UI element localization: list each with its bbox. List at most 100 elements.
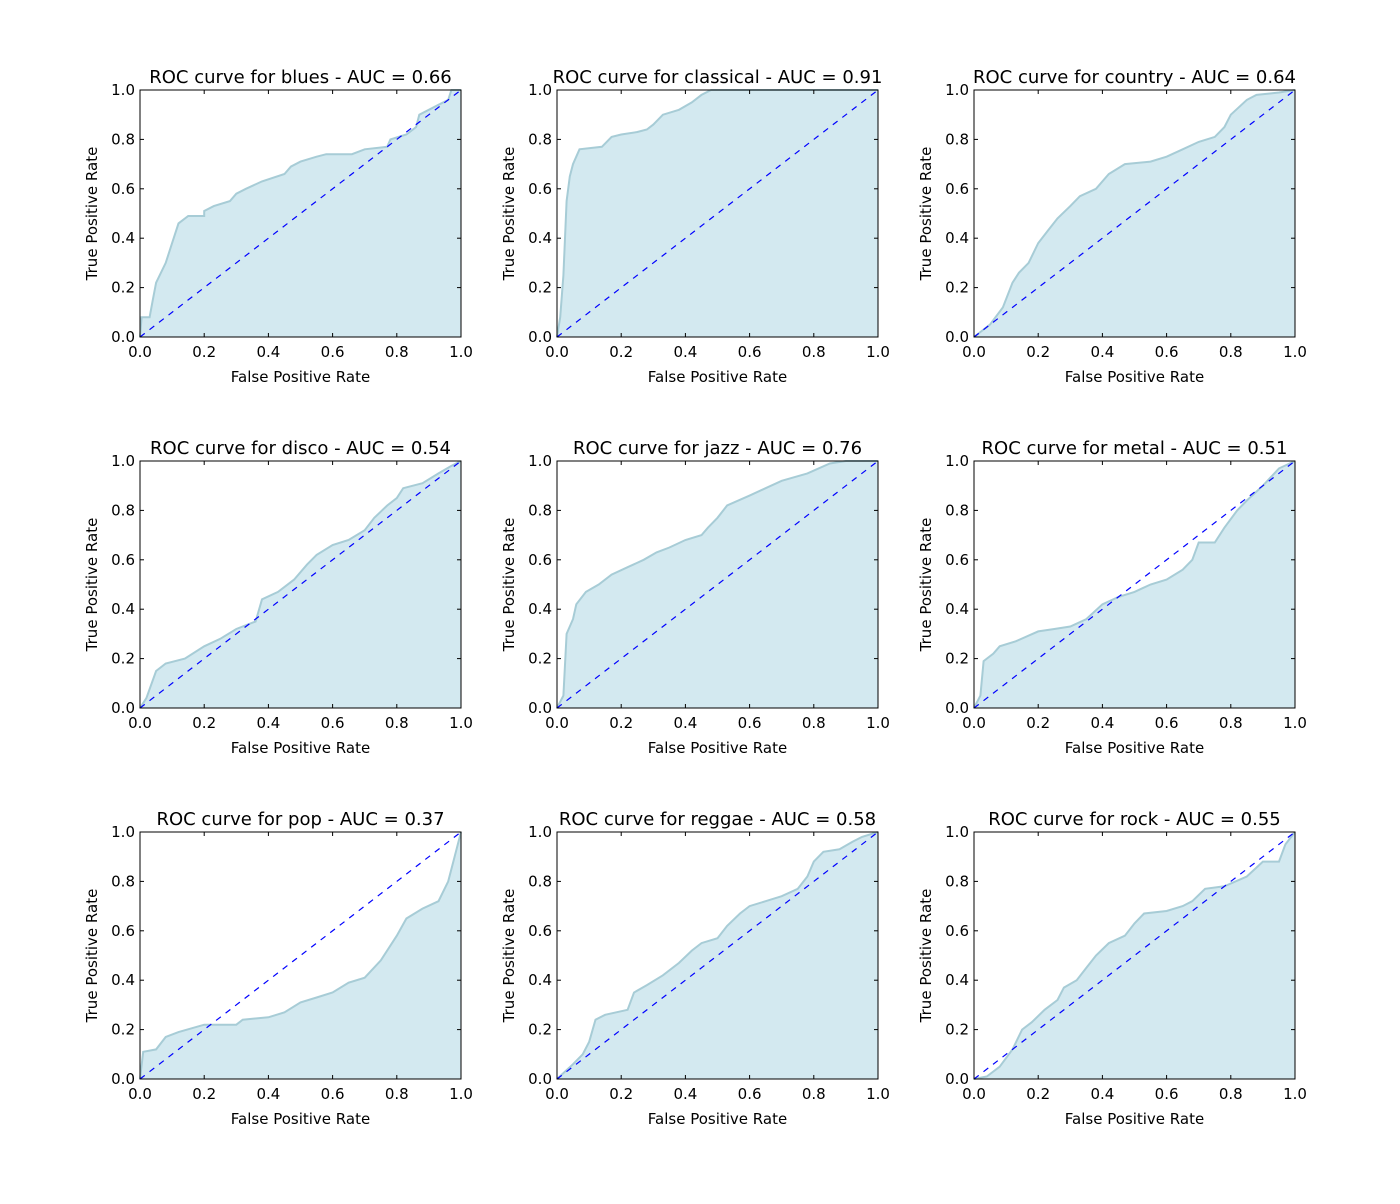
- y-axis-label: True Positive Rate: [500, 889, 518, 1024]
- x-tick-label: 0.2: [1026, 1085, 1050, 1103]
- y-tick-label: 0.2: [528, 279, 552, 297]
- y-tick-label: 0.2: [528, 1021, 552, 1039]
- x-tick-label: 0.8: [385, 1085, 409, 1103]
- axes-frame: [139, 831, 462, 1080]
- x-axis-label: False Positive Rate: [231, 739, 370, 757]
- y-tick-label: 0.0: [528, 1070, 552, 1088]
- x-axis-label: False Positive Rate: [1065, 739, 1204, 757]
- y-tick-label: 1.0: [111, 81, 135, 99]
- y-axis-label: True Positive Rate: [83, 518, 101, 653]
- x-tick-label: 1.0: [866, 1085, 890, 1103]
- roc-subplot: 0.0 0.2 0.4 0.6 0.8 1.0 0.0 0.2 0.4 0.6 0.8 1.0 ROC …: [83, 438, 473, 757]
- x-tick-label: 0.2: [192, 1085, 216, 1103]
- y-tick-label: 0.8: [111, 130, 135, 148]
- axes-frame: [973, 831, 1296, 1080]
- chance-diagonal-line: [139, 831, 462, 1080]
- chance-diagonal-line: [973, 460, 1296, 709]
- x-tick-label: 1.0: [449, 343, 473, 361]
- subplot-title: ROC curve for reggae - AUC = 0.58: [559, 809, 876, 830]
- x-tick-label: 1.0: [1283, 1085, 1307, 1103]
- x-tick-label: 0.0: [128, 343, 152, 361]
- x-tick-label: 0.6: [321, 1085, 345, 1103]
- roc-subplot: 0.0 0.2 0.4 0.6 0.8 1.0 0.0 0.2 0.4 0.6 0.8 1.0 ROC …: [917, 809, 1307, 1128]
- y-tick-label: 0.0: [111, 328, 135, 346]
- x-tick-label: 0.2: [192, 714, 216, 732]
- y-tick-label: 0.4: [945, 600, 969, 618]
- roc-curve-line: [139, 89, 461, 338]
- y-tick-label: 0.0: [528, 328, 552, 346]
- y-tick-label: 0.4: [945, 971, 969, 989]
- y-tick-label: 0.2: [528, 650, 552, 668]
- subplot-title: ROC curve for metal - AUC = 0.51: [982, 438, 1288, 459]
- y-tick-label: 0.8: [528, 501, 552, 519]
- x-tick-label: 0.4: [256, 1085, 280, 1103]
- x-tick-label: 0.0: [962, 1085, 986, 1103]
- y-tick-label: 0.4: [528, 229, 552, 247]
- x-tick-label: 0.6: [738, 1085, 762, 1103]
- x-tick-label: 0.8: [385, 343, 409, 361]
- axes-frame: [556, 460, 879, 709]
- y-axis-label: True Positive Rate: [500, 147, 518, 282]
- x-tick-label: 0.0: [128, 1085, 152, 1103]
- y-tick-label: 0.0: [111, 1070, 135, 1088]
- x-tick-label: 0.2: [609, 714, 633, 732]
- y-tick-label: 0.2: [945, 1021, 969, 1039]
- y-tick-label: 0.2: [945, 279, 969, 297]
- x-tick-label: 0.2: [1026, 343, 1050, 361]
- x-tick-label: 0.0: [545, 1085, 569, 1103]
- y-tick-label: 0.6: [528, 922, 552, 940]
- axes-frame: [139, 89, 462, 338]
- subplot-title: ROC curve for disco - AUC = 0.54: [150, 438, 451, 459]
- y-tick-label: 0.0: [945, 1070, 969, 1088]
- y-tick-label: 0.4: [528, 971, 552, 989]
- y-tick-label: 0.0: [528, 699, 552, 717]
- x-tick-label: 0.6: [1155, 1085, 1179, 1103]
- x-tick-label: 1.0: [866, 343, 890, 361]
- roc-curve-line: [556, 89, 878, 338]
- y-tick-label: 0.8: [111, 872, 135, 890]
- y-tick-label: 1.0: [945, 81, 969, 99]
- axes-frame: [139, 460, 462, 709]
- y-tick-label: 0.8: [528, 872, 552, 890]
- x-tick-label: 0.6: [1155, 343, 1179, 361]
- x-tick-label: 0.8: [802, 714, 826, 732]
- y-tick-label: 0.4: [111, 229, 135, 247]
- axes-frame: [973, 460, 1296, 709]
- subplot-title: ROC curve for country - AUC = 0.64: [973, 67, 1296, 88]
- x-tick-label: 0.2: [192, 343, 216, 361]
- subplot-title: ROC curve for classical - AUC = 0.91: [553, 67, 883, 88]
- subplot-title: ROC curve for pop - AUC = 0.37: [156, 809, 444, 830]
- roc-subplot: 0.0 0.2 0.4 0.6 0.8 1.0 0.0 0.2 0.4 0.6 0.8 1.0 ROC …: [500, 809, 890, 1128]
- x-tick-label: 0.2: [609, 343, 633, 361]
- x-tick-label: 0.0: [545, 714, 569, 732]
- y-tick-label: 1.0: [528, 823, 552, 841]
- axes-frame: [973, 89, 1296, 338]
- x-tick-label: 0.8: [1219, 1085, 1243, 1103]
- y-tick-label: 0.4: [111, 600, 135, 618]
- y-tick-label: 0.6: [528, 180, 552, 198]
- x-tick-label: 0.4: [673, 714, 697, 732]
- chance-diagonal-line: [556, 831, 879, 1080]
- chance-diagonal-line: [973, 89, 1296, 338]
- roc-subplot: 0.0 0.2 0.4 0.6 0.8 1.0 0.0 0.2 0.4 0.6 0.8 1.0 ROC …: [500, 438, 890, 757]
- chance-diagonal-line: [973, 831, 1296, 1080]
- y-tick-label: 0.8: [945, 501, 969, 519]
- y-tick-label: 1.0: [111, 452, 135, 470]
- y-tick-label: 0.8: [945, 130, 969, 148]
- y-tick-label: 0.4: [945, 229, 969, 247]
- chance-diagonal-line: [139, 460, 462, 709]
- chance-diagonal-line: [556, 89, 879, 338]
- roc-curve-line: [556, 831, 879, 1080]
- y-axis-label: True Positive Rate: [83, 147, 101, 282]
- chance-diagonal-line: [556, 460, 879, 709]
- chance-diagonal-line: [139, 89, 462, 338]
- x-tick-label: 1.0: [866, 714, 890, 732]
- y-tick-label: 0.0: [945, 699, 969, 717]
- x-tick-label: 0.4: [1090, 1085, 1114, 1103]
- y-tick-label: 0.6: [945, 922, 969, 940]
- y-tick-label: 0.0: [111, 699, 135, 717]
- y-tick-label: 0.2: [945, 650, 969, 668]
- x-tick-label: 1.0: [1283, 343, 1307, 361]
- roc-curve-line: [139, 831, 462, 1080]
- roc-curve-line: [973, 831, 1296, 1080]
